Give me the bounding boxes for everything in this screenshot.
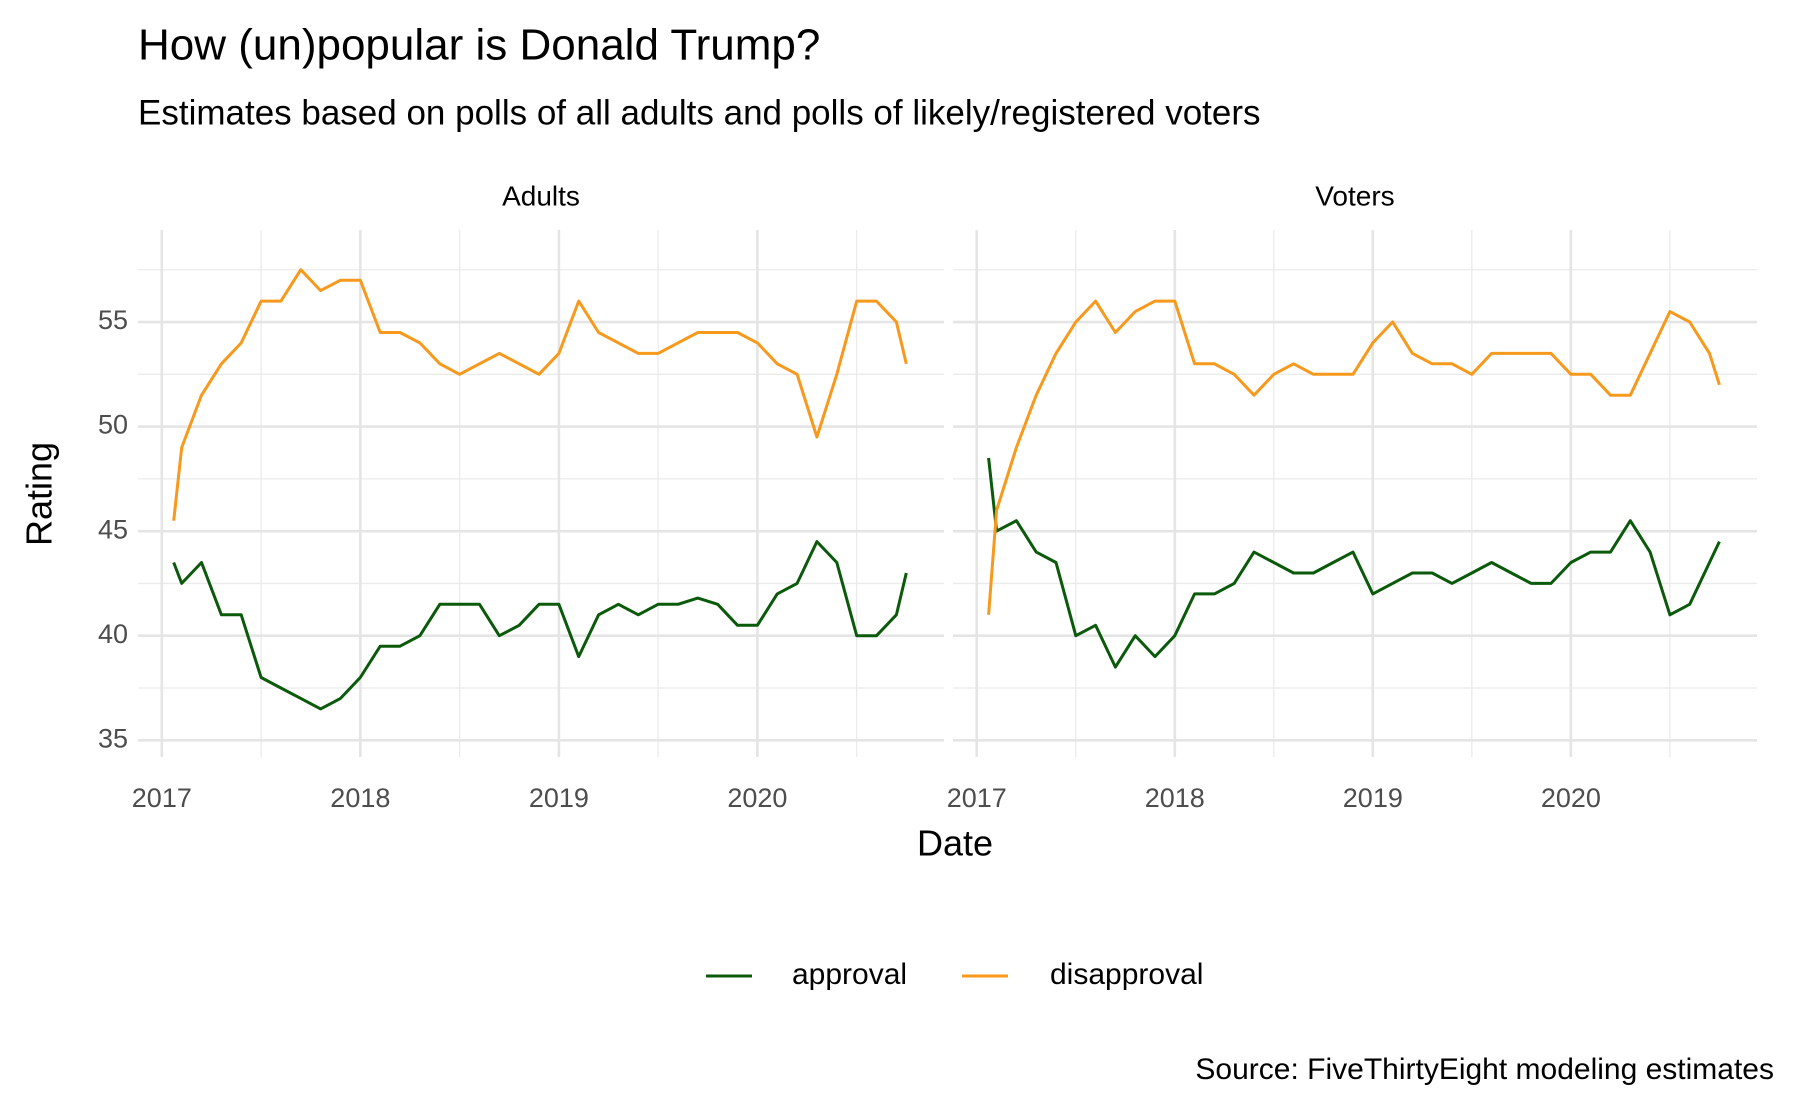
x-tick-label: 2019 [529,783,589,813]
y-tick-label: 40 [98,619,128,649]
y-tick-label: 55 [98,305,128,335]
y-tick-label: 45 [98,514,128,544]
line-disapproval [172,268,908,521]
legend-label: approval [792,958,907,991]
x-tick-label: 2020 [1541,783,1601,813]
y-tick-label: 35 [98,723,128,753]
x-axis-title: Date [917,823,993,864]
x-tick-label: 2018 [1145,783,1205,813]
x-tick-label: 2017 [132,783,192,813]
caption: Source: FiveThirtyEight modeling estimat… [1195,1053,1774,1086]
line-disapproval [987,299,1721,615]
panel-title: Adults [502,180,580,211]
y-axis-title: Rating [19,442,60,546]
chart-subtitle: Estimates based on polls of all adults a… [138,93,1261,132]
panel-title: Voters [1315,180,1394,211]
x-tick-label: 2018 [330,783,390,813]
line-approval [987,457,1721,669]
x-tick-label: 2019 [1343,783,1403,813]
chart-title: How (un)popular is Donald Trump? [138,21,820,70]
line-approval [172,540,908,711]
legend-label: disapproval [1050,958,1203,991]
x-tick-label: 2020 [727,783,787,813]
y-tick-label: 50 [98,410,128,440]
x-tick-label: 2017 [947,783,1007,813]
